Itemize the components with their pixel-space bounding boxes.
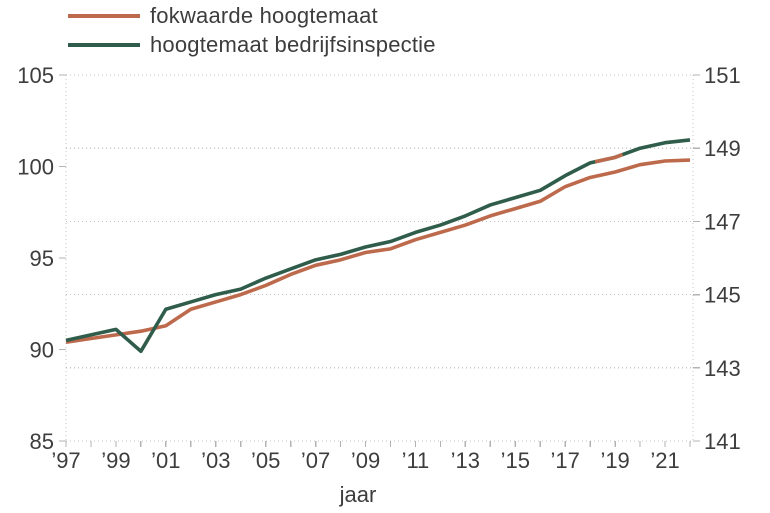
x-axis-tick-label: ’15: [501, 448, 530, 473]
legend-item-hoogtemaat-bedrijfsinspectie: hoogtemaat bedrijfsinspectie: [68, 30, 436, 59]
x-axis-tick-label: ’03: [201, 448, 230, 473]
x-axis-tick-label: ’19: [600, 448, 629, 473]
x-axis-tick-label: ’97: [51, 448, 80, 473]
y-axis-tick-label-left: 100: [17, 155, 54, 180]
y-axis-tick-label-right: 143: [704, 356, 741, 381]
x-axis-tick-label: ’07: [301, 448, 330, 473]
legend-line-swatch-orange: [68, 13, 140, 18]
y-axis-tick-label-right: 147: [704, 209, 741, 234]
y-axis-tick-label-left: 90: [30, 338, 54, 363]
x-axis-tick-label: ’09: [351, 448, 380, 473]
y-axis-tick-label-right: 151: [704, 63, 741, 88]
series-overlap-segment: [594, 152, 624, 164]
x-axis-tick-label: ’01: [151, 448, 180, 473]
chart-legend: fokwaarde hoogtemaat hoogtemaat bedrijfs…: [68, 1, 436, 59]
x-axis-tick-label: ’21: [650, 448, 679, 473]
series-line-fokwaarde-hoogtemaat: [65, 158, 691, 344]
x-axis-tick-label: ’99: [101, 448, 130, 473]
y-axis-tick-label-right: 141: [704, 429, 741, 454]
x-axis-tick-label: ’13: [451, 448, 480, 473]
y-axis-tick-label-right: 145: [704, 283, 741, 308]
y-axis-tick-label-left: 85: [30, 429, 54, 454]
legend-item-fokwaarde-hoogtemaat: fokwaarde hoogtemaat: [68, 1, 436, 30]
x-axis-tick-label: ’17: [551, 448, 580, 473]
x-axis-title: jaar: [339, 482, 377, 507]
legend-label: fokwaarde hoogtemaat: [150, 2, 378, 28]
y-axis-tick-label-left: 105: [17, 63, 54, 88]
y-axis-tick-label-left: 95: [30, 246, 54, 271]
x-axis-tick-label: ’05: [251, 448, 280, 473]
legend-line-swatch-green: [68, 42, 140, 47]
legend-label: hoogtemaat bedrijfsinspectie: [150, 31, 436, 57]
y-axis-tick-label-right: 149: [704, 136, 741, 161]
series-line-hoogtemaat-bedrijfsinspectie: [65, 138, 691, 354]
x-axis-tick-label: ’11: [402, 448, 430, 473]
